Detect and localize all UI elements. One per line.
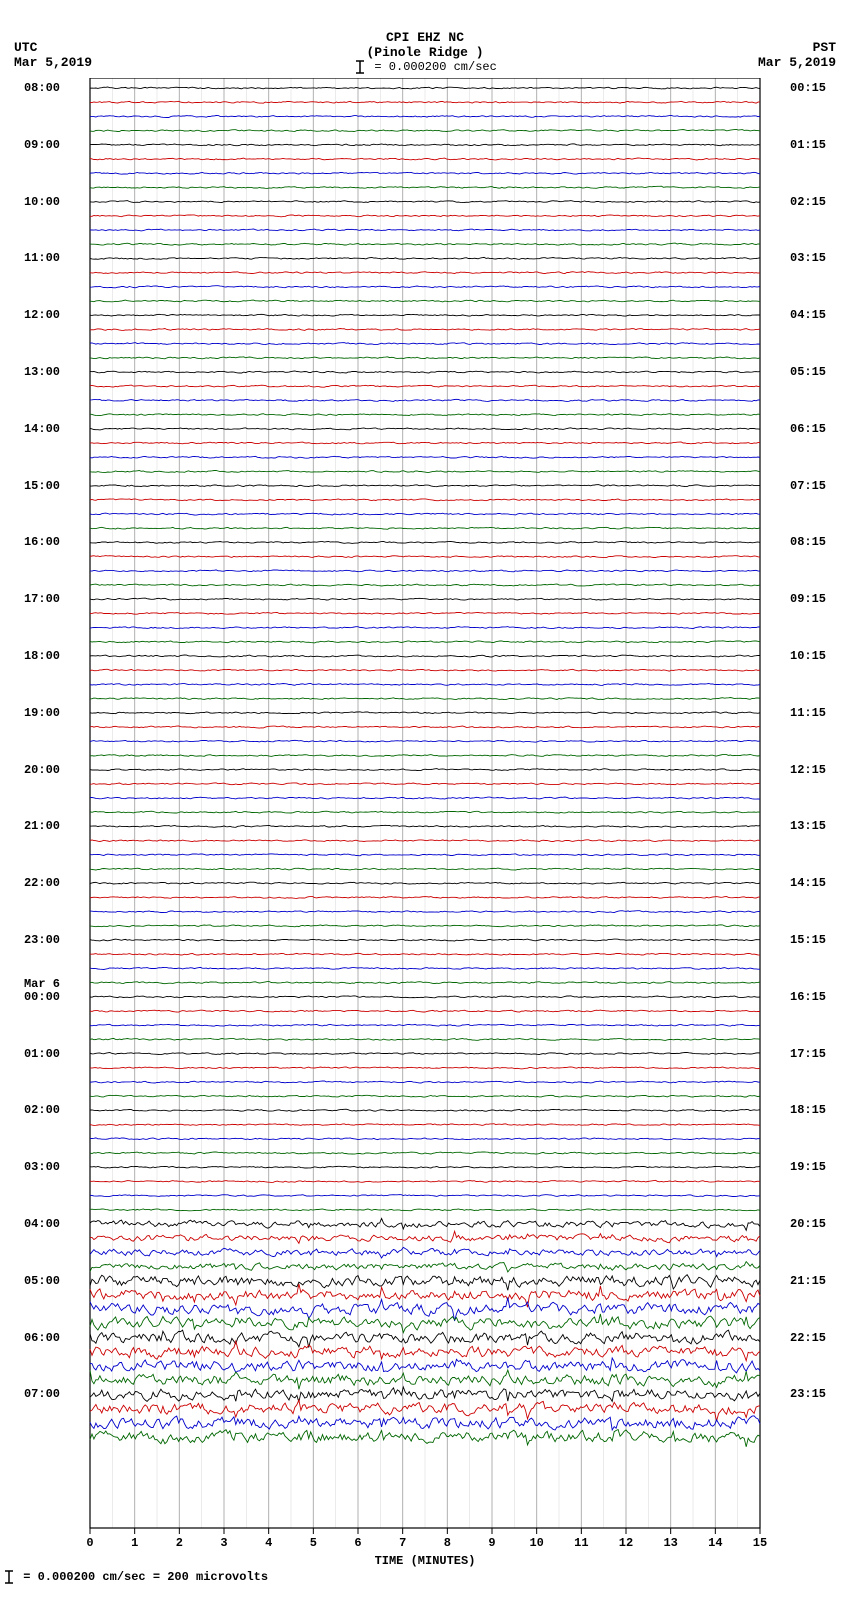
seismogram-page: UTC Mar 5,2019 CPI EHZ NC (Pinole Ridge … [0, 0, 850, 1584]
pst-hour-label: 07:15 [790, 479, 834, 493]
utc-hour-label: 15:00 [16, 479, 60, 493]
pst-hour-label: 11:15 [790, 706, 834, 720]
pst-hour-label: 01:15 [790, 138, 834, 152]
utc-hour-label: 00:00 [16, 990, 60, 1004]
svg-text:0: 0 [86, 1536, 93, 1550]
utc-hour-label: 18:00 [16, 649, 60, 663]
seismogram-plot: 0123456789101112131415 [42, 78, 808, 1552]
pst-hour-label: 15:15 [790, 933, 834, 947]
utc-hour-label: 09:00 [16, 138, 60, 152]
station-title: CPI EHZ NC [0, 30, 850, 45]
utc-hour-label: 23:00 [16, 933, 60, 947]
pst-hour-label: 16:15 [790, 990, 834, 1004]
svg-text:4: 4 [265, 1536, 272, 1550]
pst-hour-label: 05:15 [790, 365, 834, 379]
pst-hour-label: 10:15 [790, 649, 834, 663]
pst-hour-label: 14:15 [790, 876, 834, 890]
utc-hour-label: 07:00 [16, 1387, 60, 1401]
utc-hour-label: 11:00 [16, 251, 60, 265]
utc-hour-label: 02:00 [16, 1103, 60, 1117]
utc-hour-label: 08:00 [16, 81, 60, 95]
utc-hour-label: 14:00 [16, 422, 60, 436]
location-title: (Pinole Ridge ) [0, 45, 850, 60]
tz-right: PST Mar 5,2019 [758, 40, 836, 70]
utc-hour-label: 05:00 [16, 1274, 60, 1288]
scale-bar-icon [353, 60, 367, 74]
pst-hour-label: 17:15 [790, 1047, 834, 1061]
pst-hour-labels: 00:15 01:15 02:15 03:15 04:15 05:15 06:15 07:15… [790, 78, 834, 1528]
scale-legend: = 0.000200 cm/sec [0, 60, 850, 75]
utc-hour-label: 01:00 [16, 1047, 60, 1061]
tz-right-date: Mar 5,2019 [758, 55, 836, 70]
utc-hour-labels: 08:00 09:00 10:00 11:00 12:00 13:00 14:00 15:00… [16, 78, 60, 1528]
footer-scale-note: = 0.000200 cm/sec = 200 microvolts [2, 1570, 850, 1584]
pst-hour-label: 00:15 [790, 81, 834, 95]
svg-text:1: 1 [131, 1536, 138, 1550]
utc-hour-label: 06:00 [16, 1331, 60, 1345]
svg-text:11: 11 [574, 1536, 588, 1550]
utc-hour-label: 21:00 [16, 819, 60, 833]
svg-text:10: 10 [529, 1536, 543, 1550]
pst-hour-label: 20:15 [790, 1217, 834, 1231]
pst-hour-label: 18:15 [790, 1103, 834, 1117]
svg-text:8: 8 [444, 1536, 451, 1550]
utc-hour-label: 22:00 [16, 876, 60, 890]
pst-hour-label: 21:15 [790, 1274, 834, 1288]
svg-text:6: 6 [354, 1536, 361, 1550]
tz-right-label: PST [813, 40, 836, 55]
pst-hour-label: 06:15 [790, 422, 834, 436]
pst-hour-label: 04:15 [790, 308, 834, 322]
svg-text:12: 12 [619, 1536, 633, 1550]
scale-bar-icon [2, 1570, 16, 1584]
utc-hour-label: 17:00 [16, 592, 60, 606]
svg-text:2: 2 [176, 1536, 183, 1550]
svg-text:15: 15 [753, 1536, 767, 1550]
title-block: CPI EHZ NC (Pinole Ridge ) = 0.000200 cm… [0, 30, 850, 75]
utc-hour-label: 16:00 [16, 535, 60, 549]
pst-hour-label: 12:15 [790, 763, 834, 777]
utc-hour-label: 10:00 [16, 195, 60, 209]
xaxis-title: TIME (MINUTES) [14, 1554, 836, 1568]
utc-hour-label: 13:00 [16, 365, 60, 379]
pst-hour-label: 02:15 [790, 195, 834, 209]
svg-text:9: 9 [488, 1536, 495, 1550]
pst-hour-label: 19:15 [790, 1160, 834, 1174]
utc-day-label: Mar 6 [16, 977, 60, 991]
utc-hour-label: 04:00 [16, 1217, 60, 1231]
utc-hour-label: 19:00 [16, 706, 60, 720]
pst-hour-label: 13:15 [790, 819, 834, 833]
svg-text:13: 13 [663, 1536, 677, 1550]
plot-area: 08:00 09:00 10:00 11:00 12:00 13:00 14:00 15:00… [14, 78, 836, 1552]
svg-text:3: 3 [220, 1536, 227, 1550]
footer-scale-text: = 0.000200 cm/sec = 200 microvolts [23, 1570, 268, 1584]
utc-hour-label: 12:00 [16, 308, 60, 322]
svg-text:14: 14 [708, 1536, 722, 1550]
pst-hour-label: 03:15 [790, 251, 834, 265]
utc-hour-label: 03:00 [16, 1160, 60, 1174]
scale-legend-text: = 0.000200 cm/sec [374, 60, 496, 74]
pst-hour-label: 09:15 [790, 592, 834, 606]
pst-hour-label: 08:15 [790, 535, 834, 549]
pst-hour-label: 22:15 [790, 1331, 834, 1345]
utc-hour-label: 20:00 [16, 763, 60, 777]
pst-hour-label: 23:15 [790, 1387, 834, 1401]
svg-text:7: 7 [399, 1536, 406, 1550]
svg-text:5: 5 [310, 1536, 317, 1550]
header: UTC Mar 5,2019 CPI EHZ NC (Pinole Ridge … [0, 0, 850, 78]
